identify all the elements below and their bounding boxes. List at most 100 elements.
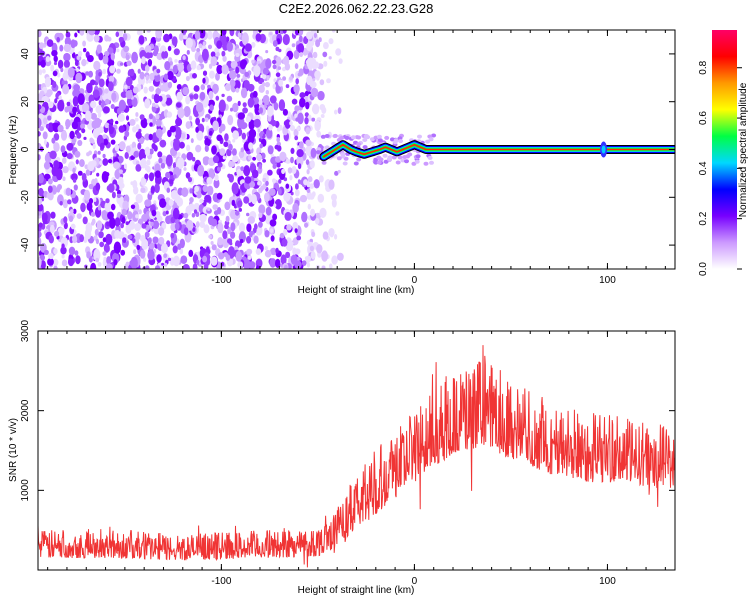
noise-dot <box>251 194 257 205</box>
noise-dot <box>314 70 321 79</box>
noise-dot <box>189 197 194 203</box>
noise-dot <box>64 36 72 47</box>
noise-dot <box>196 259 200 265</box>
noise-dot <box>103 256 107 262</box>
noise-dot <box>305 84 310 90</box>
noise-dot <box>246 236 252 244</box>
noise-dot <box>108 75 115 83</box>
noise-dot <box>98 72 102 77</box>
noise-dot <box>171 36 178 46</box>
noise-dot <box>295 30 299 36</box>
spectrogram-panel: -100 0 100 -40 -20 0 20 40 Height of straight l… <box>8 29 676 296</box>
noise-dot <box>231 182 239 195</box>
noise-dot <box>47 115 52 121</box>
noise-dot <box>90 211 96 217</box>
noise-dot <box>82 102 90 113</box>
noise-dot <box>307 60 314 71</box>
noise-dot <box>38 173 44 184</box>
noise-dot <box>220 266 226 269</box>
noise-dot <box>65 187 72 196</box>
noise-dot <box>275 46 280 52</box>
noise-dot <box>132 238 136 244</box>
noise-dot <box>83 136 87 140</box>
noise-dot <box>284 265 288 269</box>
noise-dot <box>65 126 69 130</box>
noise-dot <box>235 210 240 216</box>
noise-dot <box>248 142 254 150</box>
noise-dot <box>174 166 180 175</box>
noise-dot <box>237 261 244 269</box>
noise-dot <box>75 159 79 165</box>
noise-dot <box>163 33 170 43</box>
noise-dot <box>291 98 298 105</box>
noise-dot <box>382 153 388 158</box>
noise-dot <box>290 125 295 132</box>
noise-dot <box>298 68 304 76</box>
noise-dot <box>272 59 277 65</box>
noise-dot <box>144 199 152 207</box>
noise-dot <box>111 191 116 199</box>
noise-dot <box>87 161 95 172</box>
noise-dot <box>80 202 86 213</box>
noise-dot <box>237 112 245 120</box>
noise-dot <box>135 112 139 117</box>
noise-dot <box>46 89 53 96</box>
noise-dot <box>82 216 88 225</box>
noise-dot <box>248 119 255 131</box>
noise-dot <box>102 158 109 166</box>
noise-dot <box>270 235 275 242</box>
noise-dot <box>213 116 217 121</box>
noise-dot <box>147 249 155 261</box>
noise-dot <box>240 87 248 99</box>
noise-dot <box>176 102 182 108</box>
noise-dot <box>210 218 218 227</box>
noise-dot <box>195 117 201 126</box>
noise-dot <box>53 265 58 269</box>
noise-dot <box>146 30 151 33</box>
noise-dot <box>104 122 110 129</box>
noise-dot <box>75 72 83 84</box>
colorbar: 0.0 0.2 0.4 0.6 0.8 Normalized spectral ampl… <box>698 30 749 276</box>
noise-dot <box>53 259 59 266</box>
noise-dot <box>57 99 65 112</box>
signal-trace <box>319 140 675 162</box>
noise-dot <box>305 127 311 135</box>
noise-dot <box>62 84 70 95</box>
noise-dot <box>177 243 182 250</box>
noise-dot <box>279 232 285 239</box>
noise-dot <box>96 220 103 231</box>
noise-dot <box>114 229 121 239</box>
noise-dot <box>76 213 82 220</box>
noise-dot <box>163 253 168 259</box>
noise-dot <box>90 262 97 269</box>
noise-dot <box>38 69 43 76</box>
noise-dot <box>95 105 103 114</box>
noise-dot <box>73 84 80 92</box>
noise-dot <box>130 181 134 186</box>
noise-dot <box>144 231 150 238</box>
noise-dot <box>229 79 236 88</box>
noise-dot <box>272 64 277 70</box>
noise-dot <box>90 100 97 109</box>
noise-dot <box>301 211 308 223</box>
noise-dot <box>186 50 190 55</box>
noise-dot <box>255 265 260 269</box>
noise-dot <box>240 59 248 67</box>
noise-dot <box>297 179 301 185</box>
noise-dot <box>101 209 109 221</box>
noise-dot <box>334 170 339 176</box>
noise-dot <box>310 87 319 98</box>
noise-dot <box>98 52 104 61</box>
spectrogram-axes: -100 0 100 -40 -20 0 20 40 <box>20 30 675 286</box>
noise-dot <box>216 64 223 75</box>
noise-dot <box>121 216 126 224</box>
noise-dot <box>64 106 69 113</box>
noise-dot <box>150 186 155 194</box>
noise-dot <box>68 215 74 222</box>
noise-dot <box>70 209 74 214</box>
noise-dot <box>323 42 329 50</box>
noise-dot <box>230 231 236 239</box>
noise-dot <box>244 43 252 52</box>
noise-dot <box>222 236 230 248</box>
noise-dot <box>113 152 117 157</box>
